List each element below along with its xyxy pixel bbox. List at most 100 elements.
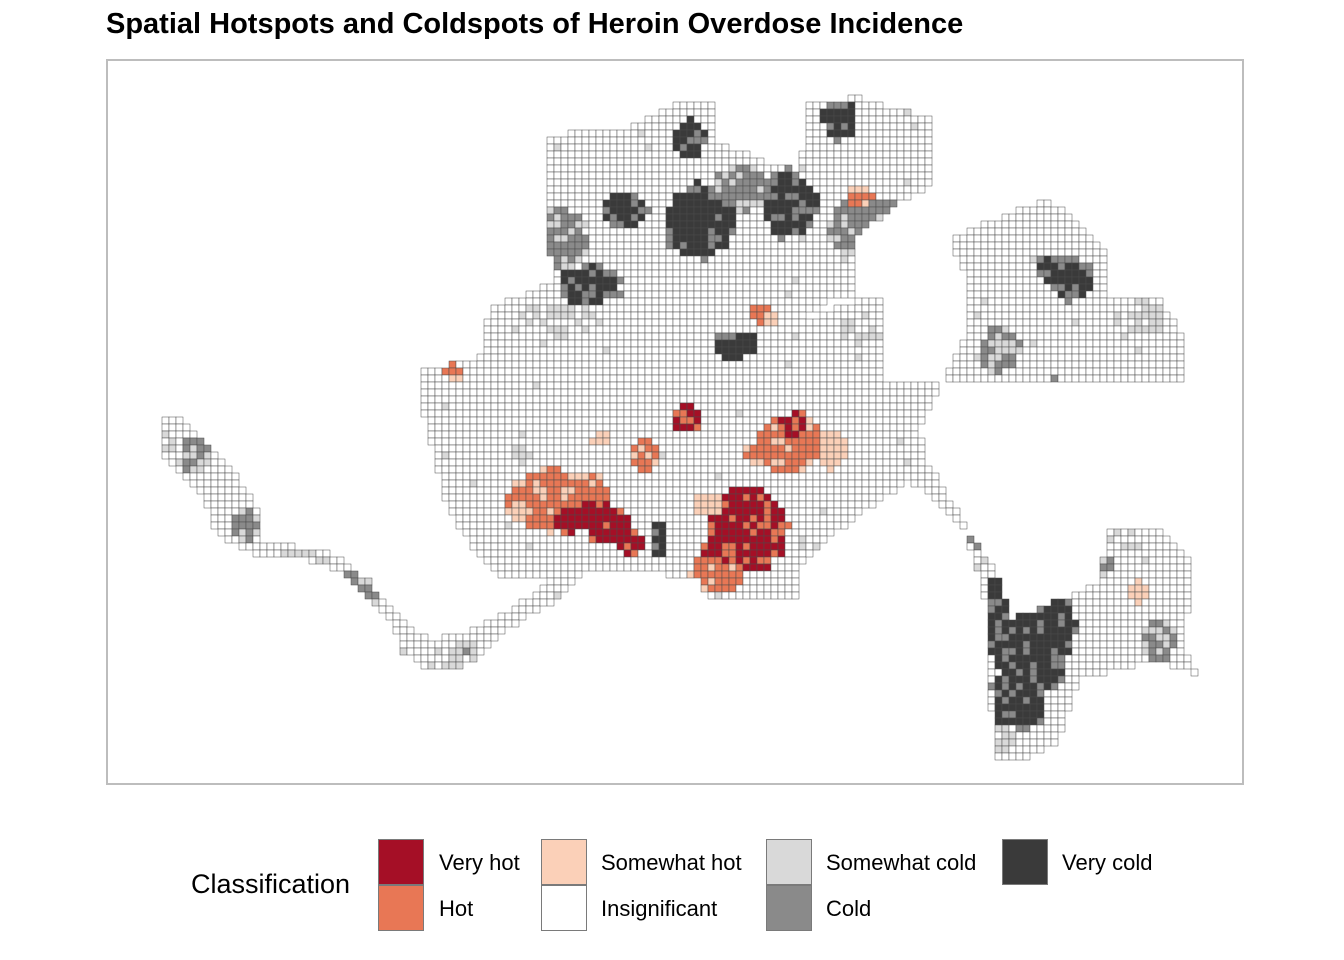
grid-cell (588, 178, 597, 187)
grid-cell (581, 458, 590, 467)
grid-cell (826, 521, 835, 530)
grid-cell (1050, 283, 1059, 292)
grid-cell (840, 248, 849, 257)
grid-cell (581, 535, 590, 544)
grid-cell (455, 479, 464, 488)
grid-cell (511, 619, 520, 628)
grid-cell (672, 332, 681, 341)
grid-cell (826, 416, 835, 425)
grid-cell (826, 227, 835, 236)
grid-cell (679, 213, 688, 222)
grid-cell (1092, 598, 1101, 607)
grid-cell (455, 458, 464, 467)
grid-cell (553, 220, 562, 229)
grid-cell (553, 360, 562, 369)
grid-cell (903, 472, 912, 481)
grid-cell (1057, 297, 1066, 306)
grid-cell (581, 185, 590, 194)
grid-cell (889, 108, 898, 117)
grid-cell (791, 451, 800, 460)
grid-cell (623, 171, 632, 180)
grid-cell (980, 360, 989, 369)
grid-cell (476, 472, 485, 481)
grid-cell (896, 171, 905, 180)
grid-cell (749, 570, 758, 579)
grid-cell (980, 255, 989, 264)
grid-cell (476, 514, 485, 523)
grid-cell (560, 360, 569, 369)
grid-cell (791, 563, 800, 572)
grid-cell (553, 367, 562, 376)
grid-cell (210, 458, 219, 467)
grid-cell (595, 388, 604, 397)
grid-cell (1134, 619, 1143, 628)
grid-cell (1043, 262, 1052, 271)
grid-cell (616, 353, 625, 362)
grid-cell (1057, 696, 1066, 705)
grid-cell (1043, 255, 1052, 264)
grid-cell (560, 367, 569, 376)
grid-cell (812, 115, 821, 124)
grid-cell (735, 332, 744, 341)
grid-cell (560, 136, 569, 145)
grid-cell (476, 360, 485, 369)
grid-cell (497, 514, 506, 523)
grid-cell (987, 570, 996, 579)
grid-cell (672, 220, 681, 229)
grid-cell (399, 633, 408, 642)
grid-cell (833, 493, 842, 502)
grid-cell (742, 416, 751, 425)
grid-cell (840, 171, 849, 180)
grid-cell (987, 563, 996, 572)
grid-cell (812, 255, 821, 264)
grid-cell (567, 311, 576, 320)
grid-cell (707, 416, 716, 425)
grid-cell (602, 563, 611, 572)
grid-cell (994, 290, 1003, 299)
grid-cell (882, 115, 891, 124)
grid-cell (1134, 528, 1143, 537)
grid-cell (630, 549, 639, 558)
grid-cell (637, 367, 646, 376)
grid-cell (476, 458, 485, 467)
grid-cell (378, 605, 387, 614)
grid-cell (994, 605, 1003, 614)
grid-cell (763, 353, 772, 362)
grid-cell (1071, 318, 1080, 327)
grid-cell (511, 444, 520, 453)
grid-cell (756, 514, 765, 523)
grid-cell (602, 486, 611, 495)
grid-cell (784, 514, 793, 523)
grid-cell (735, 241, 744, 250)
grid-cell (616, 206, 625, 215)
grid-cell (567, 255, 576, 264)
grid-cell (819, 199, 828, 208)
grid-cell (1050, 619, 1059, 628)
grid-cell (819, 339, 828, 348)
grid-cell (532, 444, 541, 453)
grid-cell (1134, 556, 1143, 565)
grid-cell (854, 136, 863, 145)
grid-cell (343, 570, 352, 579)
grid-cell (1029, 731, 1038, 740)
grid-cell (868, 402, 877, 411)
grid-cell (1120, 346, 1129, 355)
grid-cell (959, 521, 968, 530)
grid-cell (910, 388, 919, 397)
grid-cell (1043, 213, 1052, 222)
grid-cell (1029, 661, 1038, 670)
grid-cell (679, 143, 688, 152)
grid-cell (959, 367, 968, 376)
grid-cell (588, 367, 597, 376)
grid-cell (812, 409, 821, 418)
grid-cell (700, 255, 709, 264)
grid-cell (637, 248, 646, 257)
grid-cell (735, 367, 744, 376)
grid-cell (728, 493, 737, 502)
grid-cell (637, 129, 646, 138)
grid-cell (658, 157, 667, 166)
grid-cell (504, 479, 513, 488)
grid-cell (1064, 283, 1073, 292)
grid-cell (826, 122, 835, 131)
grid-cell (763, 409, 772, 418)
